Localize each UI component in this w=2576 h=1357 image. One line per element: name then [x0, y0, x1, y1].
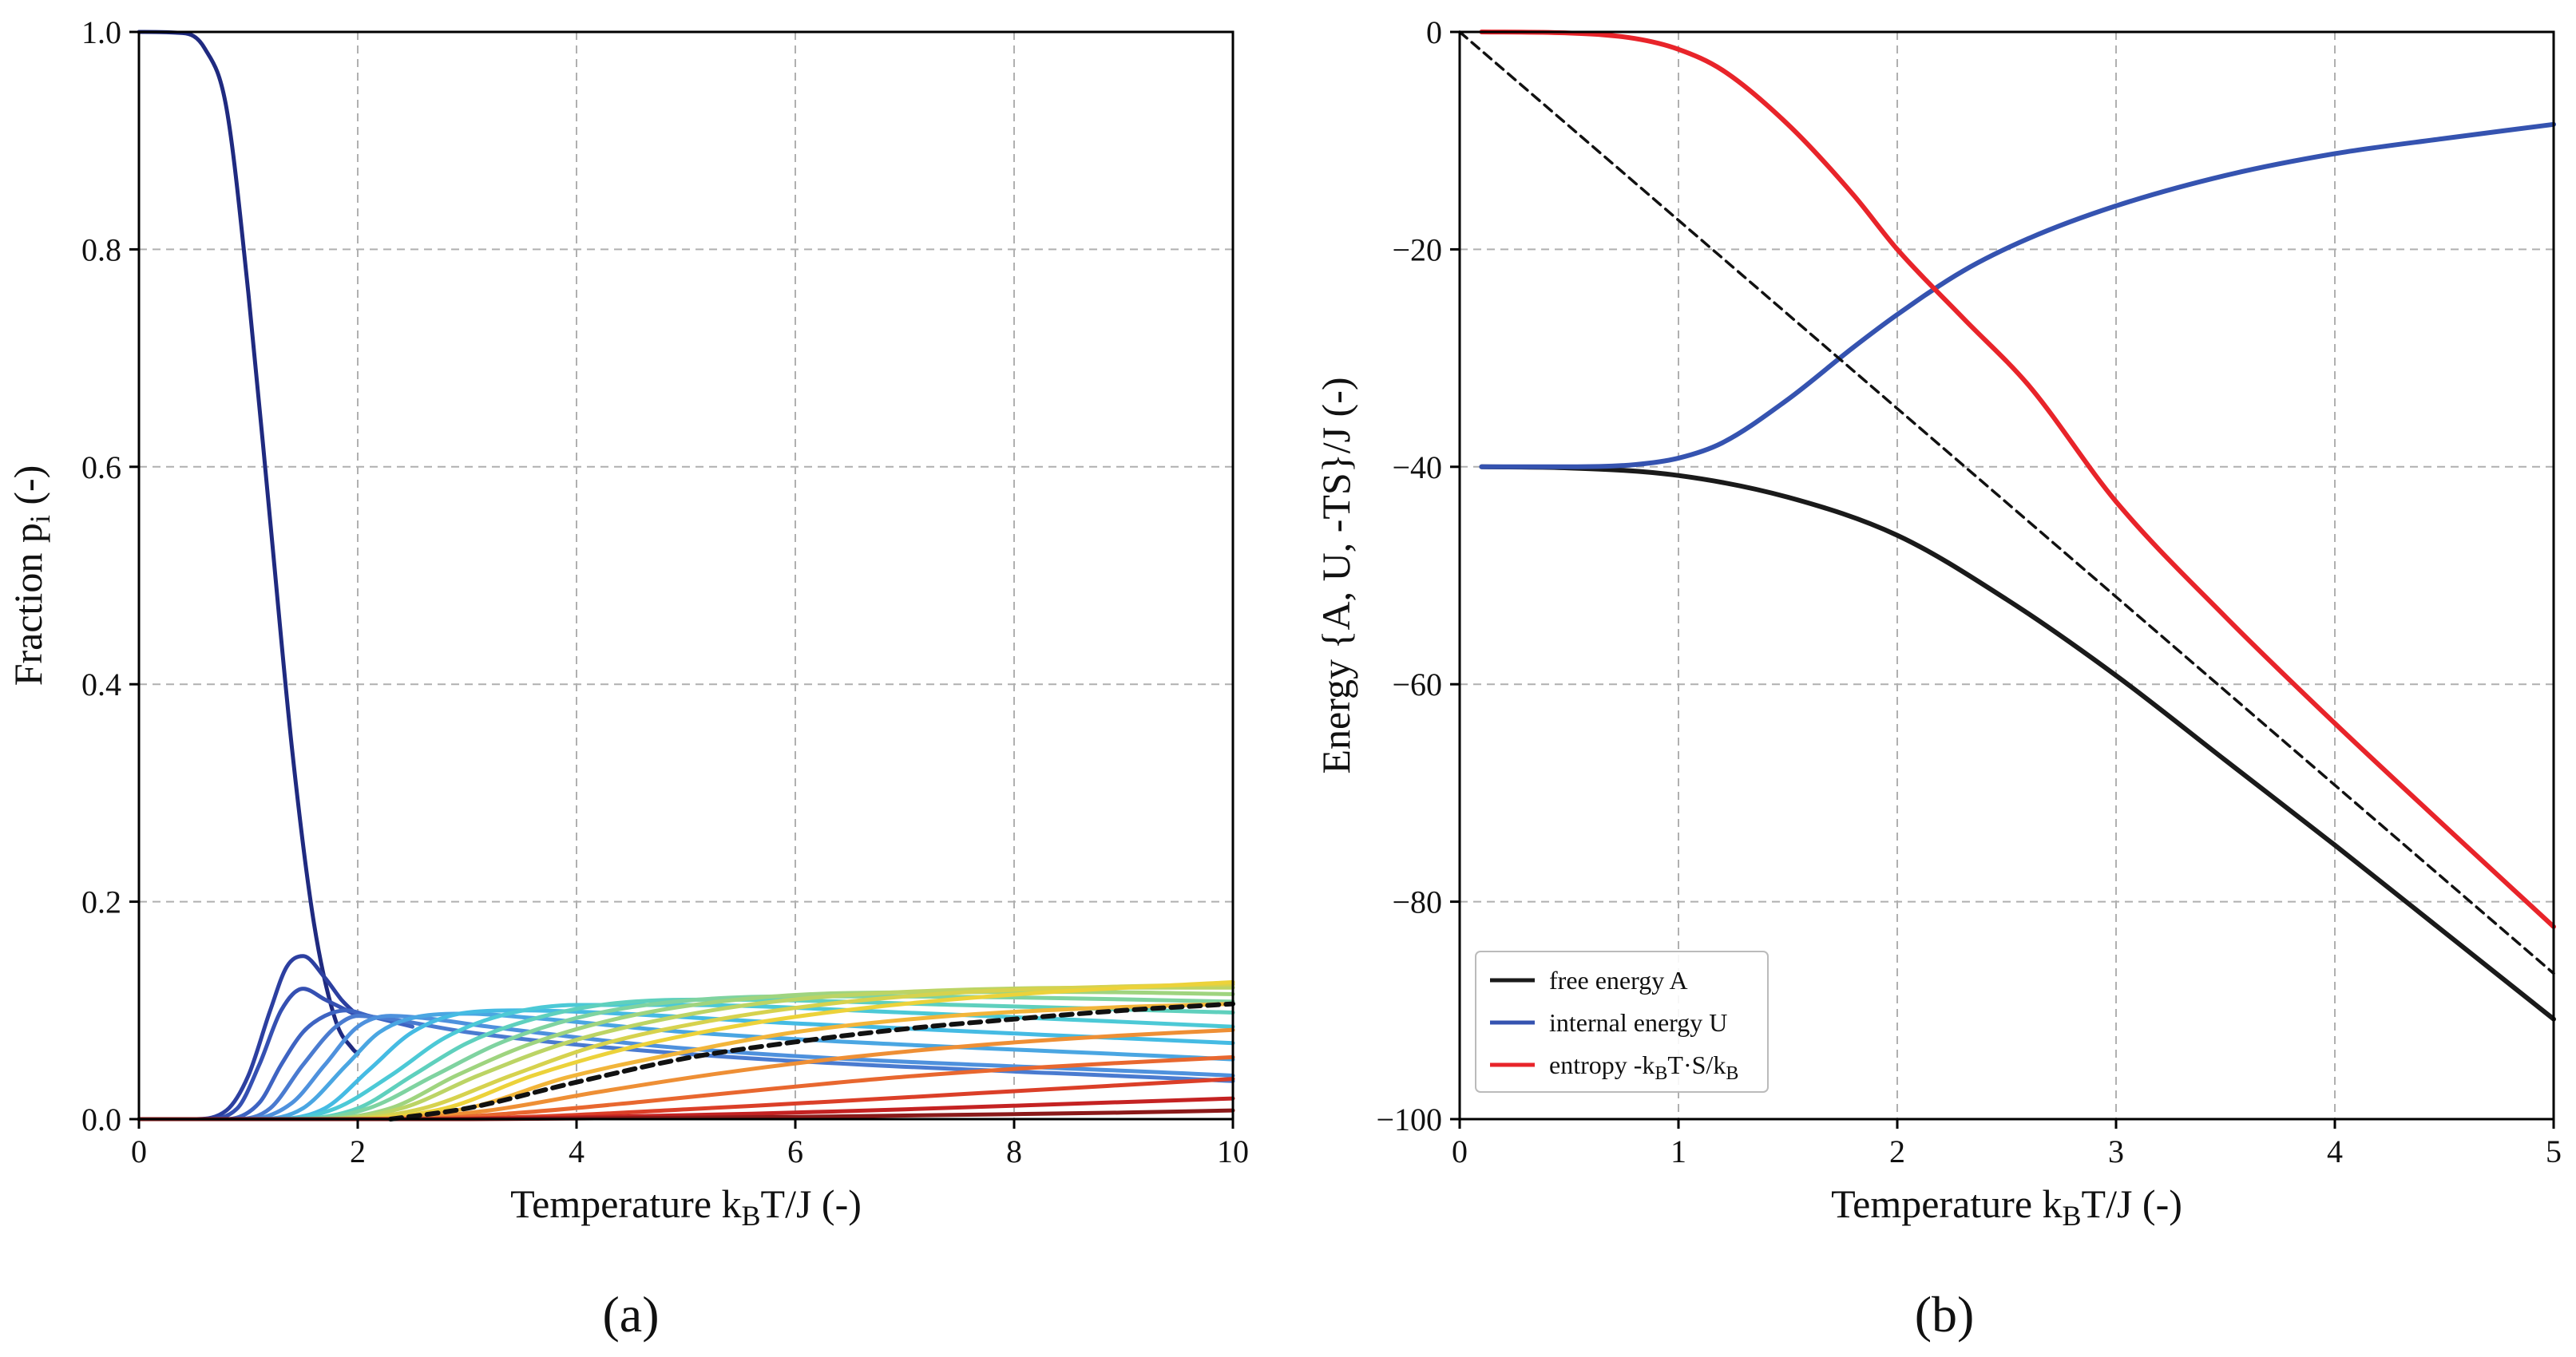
y-tick-label-b: 0 — [1426, 14, 1442, 50]
x-tick-label-a: 6 — [787, 1133, 803, 1169]
grid-b — [1460, 32, 2554, 1119]
series-line-a-p6 — [137, 1011, 1235, 1122]
series-line-a-p0 — [137, 30, 360, 1056]
x-tick-label-a: 10 — [1217, 1133, 1249, 1169]
legend-label-free-energy: free energy A — [1549, 966, 1688, 995]
y-tick-label-a: 0.8 — [81, 231, 121, 267]
ticks-b: 0 1 2 3 4 5 0 −20 −40 −60 −80 −100 — [1376, 14, 2562, 1169]
series-line-b-a — [1479, 464, 2556, 1022]
series-line-a-highlighted-level — [388, 1001, 1235, 1122]
x-axis-label-a: Temperature kBT/J (-) — [510, 1181, 862, 1232]
series-line-a-p8 — [137, 1003, 1235, 1122]
x-tick-label-b: 2 — [1889, 1133, 1905, 1169]
y-tick-label-a: 0.4 — [81, 667, 121, 702]
series-line-b--t-reference — [1458, 30, 2555, 975]
y-tick-label-a: 0.2 — [81, 884, 121, 920]
series-line-a-p4 — [137, 1014, 1235, 1122]
plot-frame-a — [137, 30, 1234, 1121]
legend-label-entropy: entropy -kBT·S/kB — [1549, 1050, 1738, 1084]
panel-caption-b: (b) — [1915, 1286, 1975, 1343]
x-tick-label-b: 0 — [1452, 1133, 1468, 1169]
x-tick-label-b: 4 — [2327, 1133, 2343, 1169]
chart-panel-a: 0 2 4 6 8 10 0.0 0.2 0.4 0.6 0.8 1.0 Temperature kB… — [6, 14, 1249, 1343]
series-line-b-u — [1479, 121, 2556, 469]
grid-a — [139, 32, 1233, 1119]
legend-label-internal-energy: internal energy U — [1549, 1008, 1727, 1037]
legend-b: free energy A internal energy U entropy … — [1475, 951, 1769, 1093]
y-tick-label-a: 0.0 — [81, 1102, 121, 1137]
series-group-b — [1458, 30, 2556, 1022]
legend-box — [1475, 951, 1769, 1093]
x-tick-label-b: 5 — [2546, 1133, 2562, 1169]
y-tick-label-a: 1.0 — [81, 14, 121, 50]
y-tick-label-a: 0.6 — [81, 449, 121, 485]
y-axis-label-b: Energy {A, U, -TS}/J (-) — [1314, 378, 1358, 774]
chart-panel-b: 0 1 2 3 4 5 0 −20 −40 −60 −80 −100 Temperature kBT/… — [1314, 14, 2562, 1343]
y-axis-label-a: Fraction pi (-) — [6, 465, 56, 686]
panel-caption-a: (a) — [602, 1286, 659, 1343]
y-tick-label-b: −40 — [1392, 449, 1442, 485]
y-tick-label-b: −20 — [1392, 231, 1442, 267]
y-tick-label-b: −80 — [1392, 884, 1442, 920]
y-tick-label-b: −100 — [1376, 1102, 1442, 1137]
x-axis-label-b: Temperature kBT/J (-) — [1831, 1181, 2182, 1232]
series-line-b-ts — [1479, 30, 2556, 929]
x-tick-label-a: 0 — [131, 1133, 147, 1169]
x-tick-label-b: 3 — [2108, 1133, 2124, 1169]
x-tick-label-a: 8 — [1006, 1133, 1022, 1169]
plot-frame-b — [1458, 30, 2555, 1121]
x-tick-label-b: 1 — [1670, 1133, 1686, 1169]
x-tick-label-a: 4 — [569, 1133, 585, 1169]
ticks-a: 0 2 4 6 8 10 0.0 0.2 0.4 0.6 0.8 1.0 — [81, 14, 1249, 1169]
x-tick-label-a: 2 — [350, 1133, 366, 1169]
y-tick-label-b: −60 — [1392, 667, 1442, 702]
